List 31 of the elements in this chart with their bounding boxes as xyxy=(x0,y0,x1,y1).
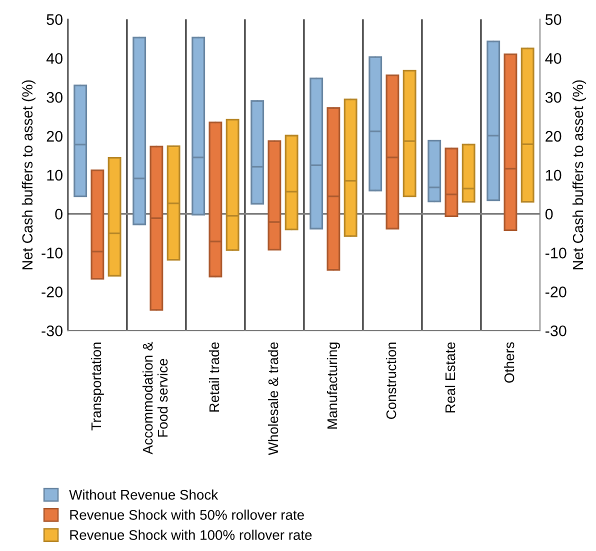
x-tick-label: Real Estate xyxy=(444,342,456,412)
y2-tick-label: -30 xyxy=(546,325,566,336)
x-tick-label: Transportation xyxy=(90,342,104,430)
y2-tick-label: 50 xyxy=(545,14,562,25)
y2-tick-label: 30 xyxy=(545,92,562,103)
y2-tick-label: 40 xyxy=(545,53,562,64)
y2-tick-label: 0 xyxy=(545,208,553,220)
y-tick-label: -30 xyxy=(42,325,62,336)
y-axis-title: Net Cash buffers to asset (%) xyxy=(22,80,36,270)
x-tick-label: Construction xyxy=(386,342,396,419)
y-tick-label: 10 xyxy=(47,170,62,181)
y2-tick-label: -20 xyxy=(546,286,566,298)
y2-tick-label: 20 xyxy=(546,130,562,142)
y2-tick-label: -10 xyxy=(546,248,566,258)
y-tick-label: 50 xyxy=(46,14,62,25)
legend-label: Revenue Shock with 50% rollover rate xyxy=(70,510,304,520)
x-tick-label: Retail trade xyxy=(208,342,220,412)
y-tick-label: 40 xyxy=(46,53,62,64)
x-tick-label: Accommodation & Food service xyxy=(142,342,168,454)
x-tick-label: Wholesale & trade xyxy=(268,342,278,456)
y-tick-label: 0 xyxy=(55,208,62,220)
y-tick-label: 30 xyxy=(46,92,62,103)
x-tick-label: Others xyxy=(504,342,514,383)
y-tick-label: 20 xyxy=(46,130,62,142)
legend-label: Revenue Shock with 100% rollover rate xyxy=(70,530,312,540)
y2-axis-title: Net Cash buffers to asset (%) xyxy=(572,80,586,270)
y-tick-label: -20 xyxy=(42,286,62,298)
y-tick-label: -10 xyxy=(42,248,62,258)
legend-label: Without Revenue Shock xyxy=(69,490,218,500)
x-tick-label: Manufacturing xyxy=(326,342,340,429)
y2-tick-label: 10 xyxy=(546,170,562,181)
